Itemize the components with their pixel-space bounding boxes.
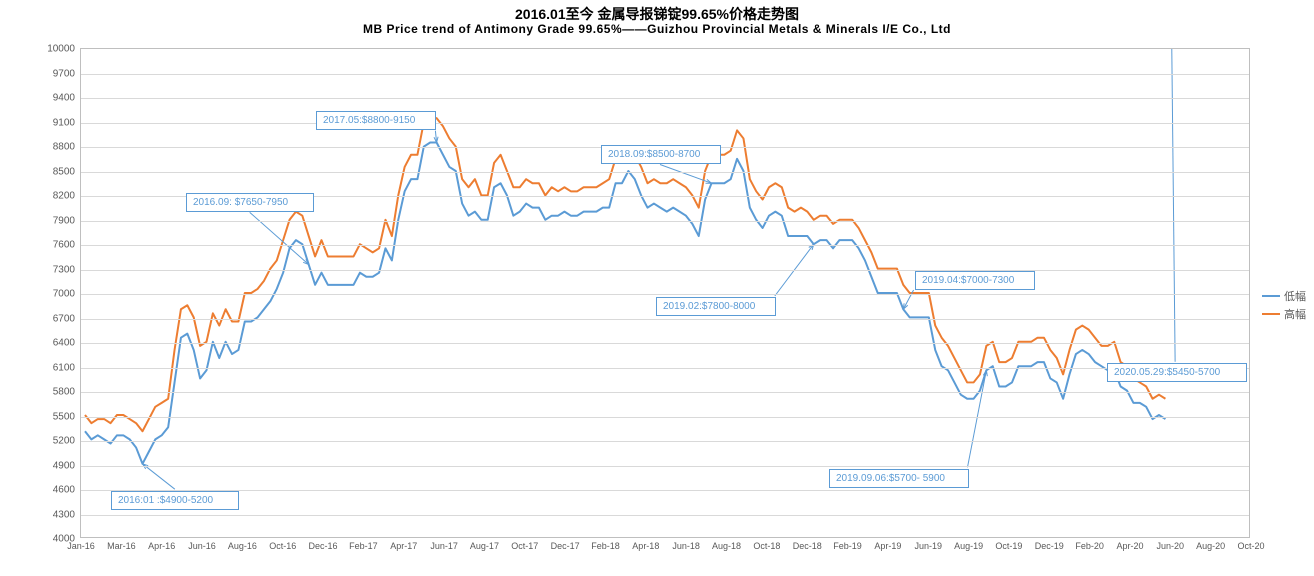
y-tick-label: 9100	[53, 117, 81, 128]
x-tick-label: Aug-17	[470, 537, 499, 551]
x-tick-label: Apr-16	[148, 537, 175, 551]
gridline	[81, 392, 1249, 393]
x-tick-label: Apr-19	[874, 537, 901, 551]
legend-label: 高幅	[1284, 306, 1306, 322]
callout-label: 2019.02:$7800-8000	[656, 297, 776, 316]
gridline	[81, 466, 1249, 467]
gridline	[81, 368, 1249, 369]
gridline	[81, 245, 1249, 246]
x-tick-label: Aug-16	[228, 537, 257, 551]
gridline	[81, 515, 1249, 516]
legend-swatch	[1262, 313, 1280, 315]
x-tick-label: Aug-18	[712, 537, 741, 551]
callout-label: 2016:01 :$4900-5200	[111, 491, 239, 510]
y-tick-label: 10000	[47, 44, 81, 55]
x-tick-label: Jun-20	[1157, 537, 1185, 551]
plot-area: 4000430046004900520055005800610064006700…	[80, 48, 1250, 538]
y-tick-label: 5800	[53, 387, 81, 398]
gridline	[81, 441, 1249, 442]
callout-label: 2019.09.06:$5700- 5900	[829, 469, 969, 488]
gridline	[81, 319, 1249, 320]
x-tick-label: Oct-17	[511, 537, 538, 551]
x-tick-label: Jun-18	[672, 537, 700, 551]
gridline	[81, 270, 1249, 271]
legend-item: 低幅	[1262, 288, 1306, 304]
x-tick-label: Apr-17	[390, 537, 417, 551]
x-tick-label: Oct-19	[995, 537, 1022, 551]
x-tick-label: Oct-20	[1237, 537, 1264, 551]
gridline	[81, 294, 1249, 295]
legend-item: 高幅	[1262, 306, 1306, 322]
x-tick-label: Feb-18	[591, 537, 620, 551]
x-tick-label: Aug-19	[954, 537, 983, 551]
gridline	[81, 74, 1249, 75]
y-tick-label: 6100	[53, 362, 81, 373]
callout-label: 2016.09: $7650-7950	[186, 193, 314, 212]
chart-title-cn: 2016.01至今 金属导报锑锭99.65%价格走势图	[0, 4, 1314, 24]
gridline	[81, 98, 1249, 99]
callout-label: 2019.04:$7000-7300	[915, 271, 1035, 290]
gridline	[81, 490, 1249, 491]
x-tick-label: Oct-18	[753, 537, 780, 551]
gridline	[81, 417, 1249, 418]
x-tick-label: Dec-19	[1035, 537, 1064, 551]
gridline	[81, 123, 1249, 124]
y-tick-label: 4300	[53, 509, 81, 520]
gridline	[81, 172, 1249, 173]
y-tick-label: 7300	[53, 264, 81, 275]
x-tick-label: Feb-17	[349, 537, 378, 551]
chart-title-en: MB Price trend of Antimony Grade 99.65%—…	[0, 22, 1314, 36]
chart-container: 2016.01至今 金属导报锑锭99.65%价格走势图 MB Price tre…	[0, 0, 1314, 576]
y-tick-label: 4900	[53, 460, 81, 471]
x-tick-label: Feb-20	[1075, 537, 1104, 551]
y-tick-label: 9400	[53, 93, 81, 104]
y-tick-label: 7900	[53, 215, 81, 226]
x-tick-label: Mar-16	[107, 537, 136, 551]
callout-label: 2018.09:$8500-8700	[601, 145, 721, 164]
callout-label: 2020.05.29:$5450-5700	[1107, 363, 1247, 382]
x-tick-label: Jun-17	[430, 537, 458, 551]
y-tick-label: 5500	[53, 411, 81, 422]
y-tick-label: 6400	[53, 338, 81, 349]
callout-label: 2017.05:$8800-9150	[316, 111, 436, 130]
x-tick-label: Aug-20	[1196, 537, 1225, 551]
x-tick-label: Apr-20	[1116, 537, 1143, 551]
y-tick-label: 8200	[53, 191, 81, 202]
y-tick-label: 6700	[53, 313, 81, 324]
y-tick-label: 5200	[53, 436, 81, 447]
y-tick-label: 8800	[53, 142, 81, 153]
y-tick-label: 9700	[53, 68, 81, 79]
x-tick-label: Oct-16	[269, 537, 296, 551]
legend-label: 低幅	[1284, 288, 1306, 304]
gridline	[81, 221, 1249, 222]
legend: 低幅高幅	[1262, 286, 1306, 324]
y-tick-label: 8500	[53, 166, 81, 177]
x-tick-label: Dec-16	[309, 537, 338, 551]
x-tick-label: Dec-18	[793, 537, 822, 551]
x-tick-label: Apr-18	[632, 537, 659, 551]
y-tick-label: 7600	[53, 240, 81, 251]
x-tick-label: Jan-16	[67, 537, 95, 551]
x-tick-label: Jun-19	[914, 537, 942, 551]
x-tick-label: Dec-17	[551, 537, 580, 551]
legend-swatch	[1262, 295, 1280, 297]
gridline	[81, 343, 1249, 344]
y-tick-label: 7000	[53, 289, 81, 300]
x-tick-label: Feb-19	[833, 537, 862, 551]
y-tick-label: 4600	[53, 485, 81, 496]
x-tick-label: Jun-16	[188, 537, 216, 551]
